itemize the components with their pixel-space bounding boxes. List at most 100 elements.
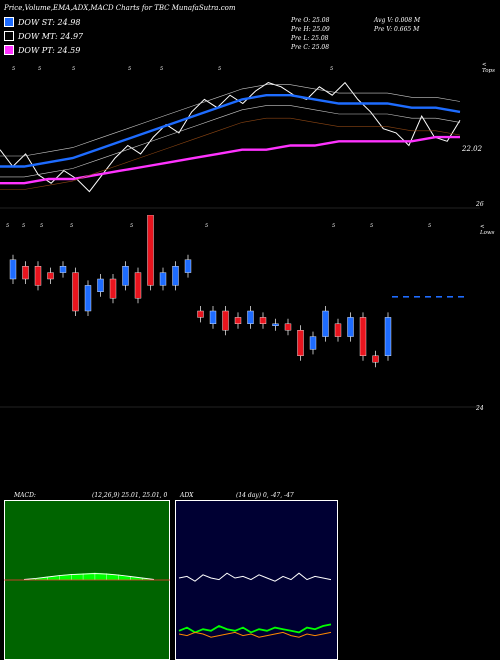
ema-top-marker: 5 — [218, 66, 221, 72]
ema-tops-label: < Tops — [482, 62, 495, 74]
candle-body — [147, 215, 154, 286]
projection-trail — [392, 296, 464, 298]
candle-body — [247, 310, 254, 325]
ema-lines-group — [0, 81, 461, 193]
candle-top-marker: 5 — [40, 223, 43, 229]
candle-body — [97, 278, 104, 293]
pre-close: Pre C: 25.08 — [291, 44, 330, 51]
ema-envelope-0 — [0, 84, 461, 157]
trail-dash — [403, 296, 409, 298]
macd-panel — [4, 500, 170, 660]
adx-label: ADX — [180, 492, 194, 499]
ema-top-marker: 5 — [12, 66, 15, 72]
ema-top-markers: 5 5 5 5 5 5 5 — [12, 66, 333, 72]
ema-line-1 — [0, 94, 461, 168]
adx-line-2 — [178, 631, 332, 638]
ema-line-2 — [0, 135, 460, 185]
candles-group — [9, 215, 392, 368]
trail-dash — [392, 296, 398, 298]
ema-top-marker: 5 — [128, 66, 131, 72]
candle-body — [384, 317, 392, 357]
candle-top-marker: 5 — [6, 223, 9, 229]
adx-values: (14 day) 0, -47, -47 — [236, 492, 294, 499]
ema-bottom-label: 26 — [476, 201, 484, 208]
candle-top-marker: 5 — [428, 223, 431, 229]
ema-price-panel: 5 5 5 5 5 5 5 — [0, 66, 480, 209]
macd-signal-line — [23, 573, 155, 580]
candle-top-marker: 5 — [70, 223, 73, 229]
candle-top-markers: 5 5 5 5 5 5 5 5 5 — [6, 223, 431, 229]
candle-body — [284, 323, 292, 331]
candle-top-marker: 5 — [332, 223, 335, 229]
pre-high: Pre H: 25.09 — [291, 26, 330, 33]
adx-series-group — [178, 572, 332, 638]
avg-volume: Avg V: 0.008 M — [374, 17, 421, 24]
candle-body — [234, 317, 242, 325]
legend-label-pt: DOW PT: 24.59 — [18, 45, 81, 55]
candle-top-marker: 5 — [22, 223, 25, 229]
candle-body — [134, 272, 142, 299]
candle-body — [159, 272, 167, 286]
trail-dash — [414, 296, 420, 298]
macd-series-group — [4, 572, 170, 581]
candle-body — [184, 259, 192, 273]
candle-body — [109, 278, 117, 299]
ema-envelope-2 — [0, 117, 461, 190]
macd-values: (12,26,9) 25.01, 25.01, 0 — [92, 492, 168, 499]
ema-top-marker: 5 — [160, 66, 163, 72]
candle-body — [9, 259, 17, 280]
legend-dow-mt: DOW MT: 24.97 — [4, 30, 83, 42]
legend-label-st: DOW ST: 24.98 — [18, 17, 81, 27]
ema-top-marker: 5 — [38, 66, 41, 72]
candle-body — [47, 272, 54, 280]
macd-histogram-area — [24, 572, 154, 580]
candle-body — [172, 266, 179, 286]
adx-panel — [175, 500, 338, 660]
candle-bottom-label: 24 — [476, 405, 484, 412]
chart-header-title: Price,Volume,EMA,ADX,MACD Charts for TBC… — [4, 4, 236, 12]
candle-body — [259, 317, 267, 325]
candle-top-marker: 5 — [130, 223, 133, 229]
trail-dash — [447, 296, 453, 298]
ema-value-label: 22.02 — [462, 145, 483, 153]
candle-body — [84, 285, 92, 312]
trail-dash — [425, 296, 431, 298]
candle-body — [59, 266, 67, 273]
candle-body — [209, 310, 217, 325]
candle-body — [197, 310, 204, 318]
candle-body — [334, 323, 342, 337]
adx-line-0 — [178, 572, 332, 582]
candle-top-marker: 5 — [205, 223, 208, 229]
legend-swatch-mt — [4, 31, 14, 41]
candle-body — [122, 266, 129, 286]
candle-body — [272, 323, 279, 327]
ema-top-marker: 5 — [330, 66, 333, 72]
candle-body — [34, 266, 42, 286]
candle-body — [297, 329, 304, 356]
candle-price-panel: 5 5 5 5 5 5 5 5 5 — [0, 215, 480, 408]
legend-swatch-st — [4, 17, 14, 27]
macd-label: MACD: — [14, 492, 36, 499]
trail-dash — [458, 296, 464, 298]
legend-label-mt: DOW MT: 24.97 — [18, 31, 84, 41]
candle-body — [372, 355, 379, 363]
candle-lows-label: < Lows — [480, 224, 495, 236]
adx-line-1 — [178, 623, 332, 634]
legend-dow-pt: DOW PT: 24.59 — [4, 44, 80, 56]
candle-body — [322, 310, 329, 337]
pre-volume: Pre V: 0.665 M — [374, 26, 420, 33]
candle-body — [72, 272, 79, 312]
candle-body — [309, 336, 317, 350]
adx-panel-bg — [175, 500, 338, 660]
ema-envelope-1 — [0, 105, 461, 178]
legend-swatch-pt — [4, 45, 14, 55]
legend-dow-st: DOW ST: 24.98 — [4, 16, 80, 28]
candle-body — [22, 266, 29, 280]
ema-line-0 — [0, 81, 461, 193]
trail-dash — [436, 296, 442, 298]
pre-low: Pre L: 25.08 — [291, 35, 329, 42]
candle-body — [347, 317, 354, 337]
candle-body — [222, 310, 229, 331]
ema-top-marker: 5 — [72, 66, 75, 72]
pre-open: Pre O: 25.08 — [291, 17, 330, 24]
